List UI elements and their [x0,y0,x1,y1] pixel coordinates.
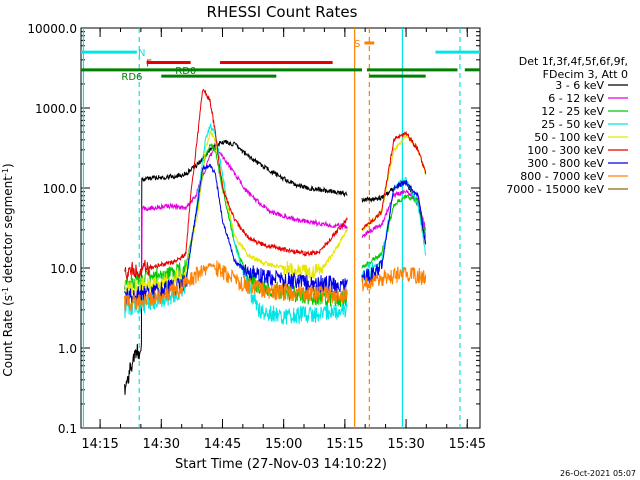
x-tick-label: 15:15 [326,437,363,452]
flag-label: S [354,39,360,50]
legend: Det 1f,3f,4f,5f,6f,9f,FDecim 3, Att 03 -… [506,55,628,196]
legend-entry-label: 50 - 100 keV [534,131,604,144]
flag-label: N [138,48,145,59]
legend-entry-label: 12 - 25 keV [541,105,604,118]
legend-header: FDecim 3, Att 0 [543,68,628,81]
x-tick-label: 15:00 [265,437,302,452]
legend-entry-label: 800 - 7000 keV [520,170,604,183]
y-tick-label: 100.0 [43,182,77,196]
timestamp: 26-Oct-2021 05:07 [560,469,636,478]
y-tick-label: 0.1 [58,422,77,436]
legend-entry-label: 25 - 50 keV [541,118,604,131]
chart-title: RHESSI Count Rates [207,3,358,21]
x-tick-label: 14:30 [143,437,180,452]
flag-label: RD6 [121,72,142,83]
flag-label: F [146,59,152,70]
series-line [124,129,348,297]
x-tick-label: 15:30 [387,437,424,452]
legend-entry-label: 100 - 300 keV [527,144,604,157]
post-gap-line [361,189,427,239]
legend-entry-label: 3 - 6 keV [555,79,604,92]
legend-entry-label: 300 - 800 keV [527,157,604,170]
post-gap-line [361,180,427,287]
y-tick-label: 1000.0 [35,102,77,116]
plot-frame [80,27,481,429]
series-lines [124,88,427,395]
y-tick-label: 10.0 [50,262,77,276]
post-gap-line [361,130,427,231]
post-gap-line [361,176,427,283]
axes: 0.1 1.0 10.0 100.0 1000.0 10000.0 14:15 14:30 14… [27,22,486,452]
series-line [141,146,348,271]
post-gap-line [361,266,427,292]
flag-label: RD0 [175,66,196,77]
vertical-marker-lines [82,28,461,428]
x-tick-label: 14:45 [204,437,241,452]
y-tick-label: 1.0 [58,342,77,356]
legend-entry-label: 6 - 12 keV [548,92,604,105]
x-axis-label: Start Time (27-Nov-03 14:10:22) [175,457,387,472]
series-line [124,260,348,312]
legend-header: Det 1f,3f,4f,5f,6f,9f, [519,55,628,68]
series-line [124,123,348,325]
series-line [124,88,348,281]
legend-entry-label: 7000 - 15000 keV [506,183,604,196]
x-tick-label: 15:45 [449,437,486,452]
y-axis-label: Count Rate (s-1 detector segment-1) [1,163,16,376]
y-tick-label: 10000.0 [27,22,77,36]
series-line [124,163,348,305]
x-tick-label: 14:15 [81,437,118,452]
series-line [124,139,348,395]
flag-bars: NF RD0 RD6 S [81,39,480,83]
